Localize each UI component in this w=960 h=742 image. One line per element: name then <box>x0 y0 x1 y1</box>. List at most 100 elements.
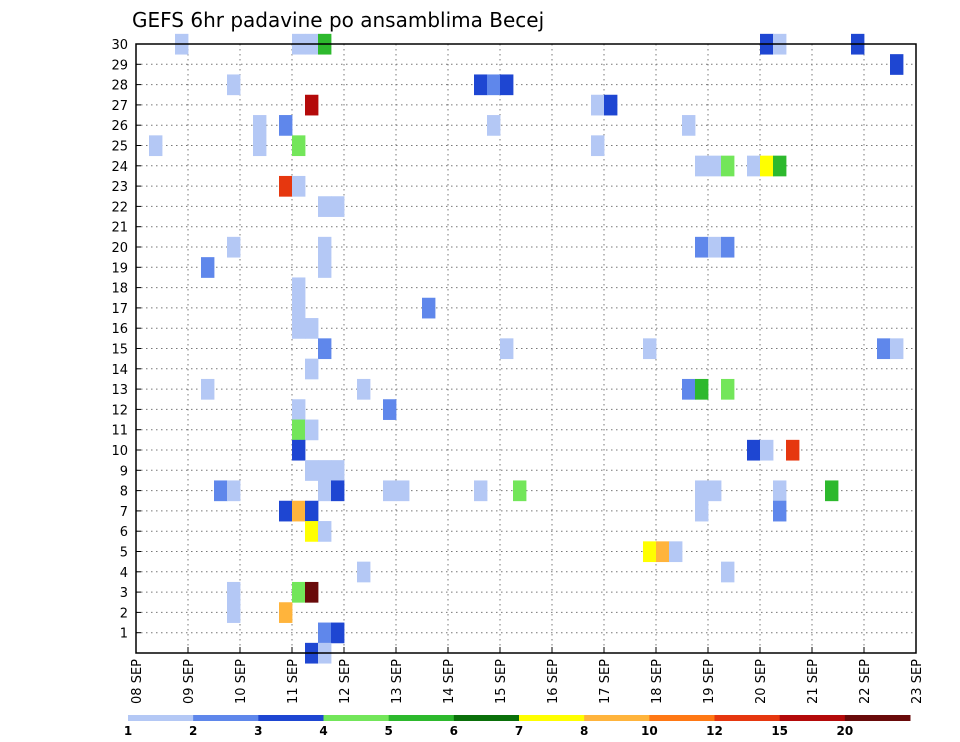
precip-cell <box>305 358 319 380</box>
precip-cell <box>487 74 501 96</box>
y-tick-label: 13 <box>111 383 128 398</box>
precip-cell <box>253 115 267 136</box>
colorbar-label: 2 <box>189 724 197 738</box>
precip-cell <box>877 338 891 360</box>
precip-cell <box>747 439 761 461</box>
precip-cell <box>331 480 345 502</box>
precip-cell <box>279 500 293 522</box>
precip-cell <box>695 480 709 502</box>
precip-cell <box>591 135 605 157</box>
y-tick-label: 20 <box>111 241 128 256</box>
x-tick-label: 22 SEP <box>858 659 873 704</box>
precip-cell <box>747 155 761 177</box>
precip-cell <box>318 622 332 644</box>
x-tick-label: 16 SEP <box>546 659 561 704</box>
y-tick-label: 6 <box>120 525 128 540</box>
y-tick-label: 29 <box>111 58 128 73</box>
precip-cell <box>318 338 332 360</box>
colorbar-swatch <box>388 715 455 721</box>
precip-cell <box>331 196 345 217</box>
y-tick-label: 4 <box>120 566 128 581</box>
x-tick-label: 13 SEP <box>390 659 405 704</box>
colorbar-swatch <box>519 715 585 721</box>
x-tick-label: 09 SEP <box>182 659 197 704</box>
y-tick-label: 17 <box>111 302 128 317</box>
precip-cell <box>227 74 241 96</box>
precip-cell <box>331 460 345 481</box>
y-tick-label: 7 <box>120 505 128 520</box>
precip-cell <box>201 378 215 400</box>
grid <box>136 43 916 653</box>
colorbar-label: 8 <box>580 724 588 738</box>
precip-cell <box>331 622 345 644</box>
precip-cell <box>656 541 670 563</box>
precip-cell <box>318 257 332 278</box>
precip-cell <box>292 581 306 603</box>
colorbar-swatch <box>779 715 846 721</box>
precip-cell <box>357 561 371 583</box>
precip-cell <box>890 54 904 75</box>
y-axis: 1234567891011121314151617181920212223242… <box>111 38 141 642</box>
x-tick-label: 17 SEP <box>598 659 613 704</box>
y-tick-label: 15 <box>111 343 128 358</box>
y-tick-label: 14 <box>111 363 128 378</box>
precip-cell <box>292 419 306 441</box>
precip-cell <box>292 318 306 339</box>
colorbar-label: 10 <box>641 724 658 738</box>
precip-cell <box>396 480 410 502</box>
precip-cell <box>487 115 501 136</box>
y-tick-label: 3 <box>120 586 128 601</box>
x-tick-label: 08 SEP <box>130 659 145 704</box>
y-tick-label: 2 <box>120 606 128 621</box>
x-axis: 08 SEP 09 SEP 10 SEP 11 SEP 12 SEP 13 SEP 14 S… <box>130 647 925 704</box>
x-tick-label: 12 SEP <box>338 659 353 704</box>
precip-cell <box>682 115 696 136</box>
precip-cell <box>305 460 319 481</box>
colorbar-label: 4 <box>319 724 327 738</box>
precip-cell <box>227 581 241 603</box>
colorbar-swatch <box>714 715 781 721</box>
precip-cell <box>669 541 683 563</box>
y-tick-label: 27 <box>111 99 128 114</box>
precip-cell <box>292 399 306 420</box>
x-tick-label: 23 SEP <box>910 659 925 704</box>
precip-cell <box>422 297 436 319</box>
x-tick-label: 11 SEP <box>286 659 301 704</box>
precip-cell <box>357 378 371 400</box>
y-tick-label: 1 <box>120 627 128 642</box>
precip-cell <box>149 135 163 157</box>
colorbar: 1 2 3 4 5 6 7 8 10 12 15 20 <box>124 715 911 738</box>
colorbar-label: 1 <box>124 724 132 738</box>
x-tick-label: 19 SEP <box>702 659 717 704</box>
y-tick-label: 18 <box>111 282 128 297</box>
precip-cell <box>279 602 293 623</box>
precip-cell <box>318 480 332 502</box>
precip-cell <box>708 480 722 502</box>
y-tick-label: 24 <box>111 160 128 175</box>
y-tick-label: 9 <box>120 464 128 479</box>
precip-cell <box>682 378 696 400</box>
x-tick-label: 21 SEP <box>806 659 821 704</box>
precip-cell <box>721 155 735 177</box>
x-tick-label: 20 SEP <box>754 659 769 704</box>
chart-title: GEFS 6hr padavine po ansamblima Becej <box>132 8 544 32</box>
y-tick-label: 23 <box>111 180 128 195</box>
precip-cell <box>305 500 319 522</box>
precip-cell <box>383 480 397 502</box>
precip-cell <box>643 541 657 563</box>
precip-cell <box>513 480 527 502</box>
precip-cell <box>474 74 488 96</box>
precip-cell <box>227 236 241 258</box>
colorbar-label: 20 <box>836 724 853 738</box>
precip-cell <box>708 155 722 177</box>
precip-cell <box>773 500 787 522</box>
precip-cell <box>292 135 306 157</box>
precip-cell <box>474 480 488 502</box>
precip-cell <box>773 155 787 177</box>
y-tick-label: 12 <box>111 403 128 418</box>
precip-cell <box>279 175 293 197</box>
y-tick-label: 26 <box>111 119 128 134</box>
x-tick-label: 14 SEP <box>442 659 457 704</box>
precip-cell <box>500 74 514 96</box>
